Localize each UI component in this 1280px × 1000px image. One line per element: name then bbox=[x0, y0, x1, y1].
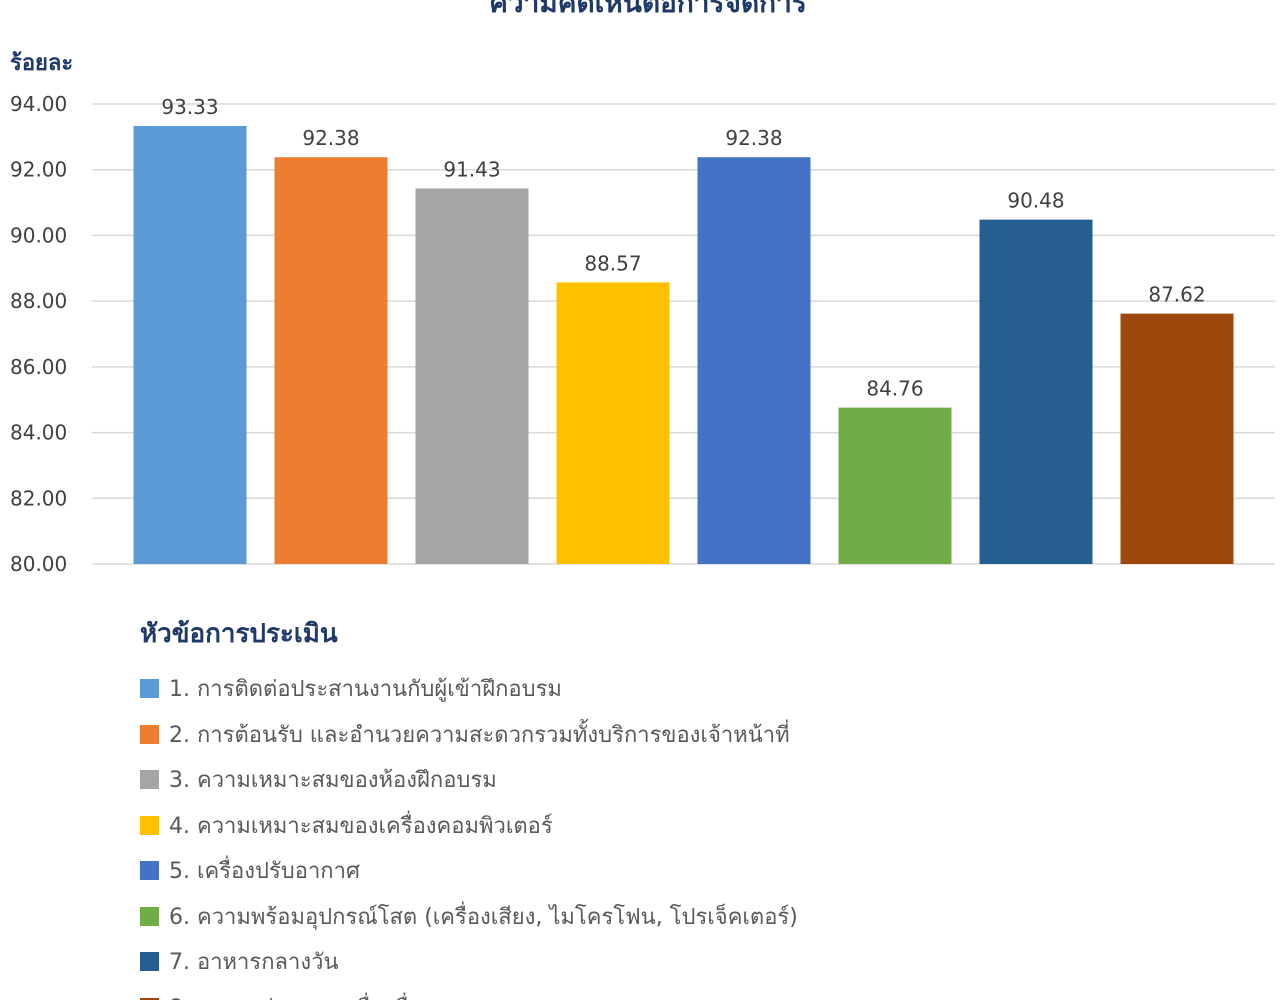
bar-7 bbox=[979, 219, 1093, 564]
bar-6 bbox=[838, 407, 952, 564]
legend-item: 1. การติดต่อประสานงานกับผู้เข้าฝึกอบรม bbox=[140, 666, 1240, 712]
data-label: 92.38 bbox=[725, 126, 782, 150]
legend-item: 2. การต้อนรับ และอำนวยความสะดวกรวมทั้งบร… bbox=[140, 712, 1240, 758]
bar-5 bbox=[697, 157, 811, 564]
y-axis-ticks: 80.00 82.00 84.00 86.00 88.00 90.00 92.00 94.00 bbox=[10, 92, 67, 576]
legend-swatch bbox=[140, 906, 159, 926]
legend-item: 5. เครื่องปรับอากาศ bbox=[140, 848, 1240, 894]
legend-label: 7. อาหารกลางวัน bbox=[169, 950, 339, 976]
legend-swatch bbox=[140, 997, 159, 1000]
legend-swatch bbox=[140, 952, 159, 972]
y-tick-label: 88.00 bbox=[10, 289, 67, 313]
y-tick-label: 80.00 bbox=[10, 552, 67, 576]
y-tick-label: 86.00 bbox=[10, 355, 67, 379]
legend-items: 1. การติดต่อประสานงานกับผู้เข้าฝึกอบรม 2.… bbox=[140, 666, 1240, 1000]
legend-item: 8. อาหารว่างและเครื่องดื่ม bbox=[140, 985, 1240, 1000]
legend-label: 2. การต้อนรับ และอำนวยความสะดวกรวมทั้งบร… bbox=[169, 722, 790, 748]
legend-item: 6. ความพร้อมอุปกรณ์โสต (เครื่องเสียง, ไม… bbox=[140, 894, 1240, 940]
bar-chart: ความคิดเห็นต่อการจัดการ ร้อยละ 80.00 82.0… bbox=[10, 0, 1275, 576]
legend-label: 3. ความเหมาะสมของห้องฝึกอบรม bbox=[169, 768, 497, 794]
data-label: 90.48 bbox=[1007, 189, 1064, 213]
legend-title: หัวข้อการประเมิน bbox=[140, 619, 338, 649]
bar-2 bbox=[274, 157, 388, 564]
legend-swatch bbox=[140, 815, 159, 835]
legend-item: 7. อาหารกลางวัน bbox=[140, 939, 1240, 985]
legend-swatch bbox=[140, 770, 159, 790]
data-label: 92.38 bbox=[302, 126, 359, 150]
bar-1 bbox=[133, 126, 247, 564]
y-tick-label: 94.00 bbox=[10, 92, 67, 116]
bars bbox=[133, 126, 1234, 564]
data-label: 87.62 bbox=[1148, 283, 1205, 307]
legend: หัวข้อการประเมิน 1. การติดต่อประสานงานกั… bbox=[140, 612, 1240, 1000]
data-label: 91.43 bbox=[443, 157, 500, 181]
gridlines bbox=[92, 103, 1275, 565]
bar-3 bbox=[415, 188, 529, 564]
legend-label: 1. การติดต่อประสานงานกับผู้เข้าฝึกอบรม bbox=[169, 677, 562, 703]
data-label: 84.76 bbox=[866, 377, 923, 401]
legend-item: 3. ความเหมาะสมของห้องฝึกอบรม bbox=[140, 757, 1240, 803]
legend-label: 5. เครื่องปรับอากาศ bbox=[169, 859, 360, 885]
y-tick-label: 82.00 bbox=[10, 486, 67, 510]
legend-swatch bbox=[140, 861, 159, 881]
legend-label: 8. อาหารว่างและเครื่องดื่ม bbox=[169, 990, 423, 1000]
bar-4 bbox=[556, 282, 670, 564]
y-tick-label: 92.00 bbox=[10, 158, 67, 182]
legend-item: 4. ความเหมาะสมของเครื่องคอมพิวเตอร์ bbox=[140, 803, 1240, 849]
bar-8 bbox=[1120, 313, 1234, 564]
legend-swatch bbox=[140, 679, 159, 699]
data-labels: 93.33 92.38 91.43 88.57 92.38 84.76 90.48 87.62 bbox=[161, 95, 1205, 401]
data-label: 93.33 bbox=[161, 95, 218, 119]
y-axis-label: ร้อยละ bbox=[10, 51, 73, 76]
data-label: 88.57 bbox=[584, 251, 641, 275]
chart-title: ความคิดเห็นต่อการจัดการ bbox=[489, 0, 807, 19]
legend-label: 4. ความเหมาะสมของเครื่องคอมพิวเตอร์ bbox=[169, 813, 553, 839]
y-tick-label: 84.00 bbox=[10, 421, 67, 445]
y-tick-label: 90.00 bbox=[10, 223, 67, 247]
legend-label: 6. ความพร้อมอุปกรณ์โสต (เครื่องเสียง, ไม… bbox=[169, 904, 798, 930]
legend-swatch bbox=[140, 724, 159, 744]
